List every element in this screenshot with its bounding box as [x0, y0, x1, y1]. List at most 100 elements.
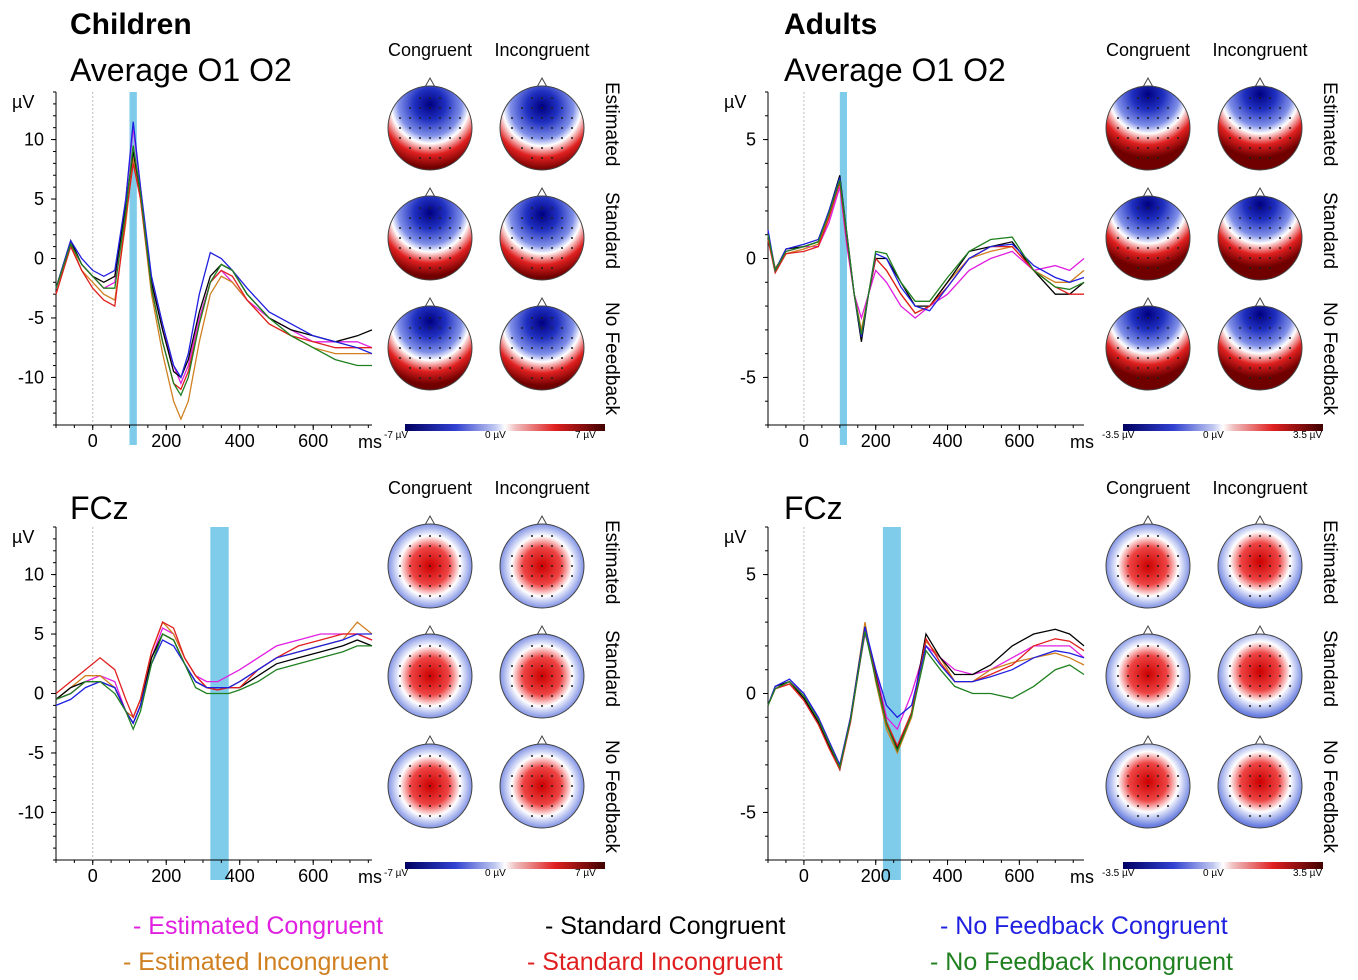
y-tick-label: 10 [24, 130, 44, 150]
electrode-dot [1137, 377, 1139, 379]
electrode-dot [1127, 117, 1129, 119]
electrode-dot [1249, 675, 1251, 677]
electrode-dot [1279, 337, 1281, 339]
electrode-dot [1137, 655, 1139, 657]
erp-chart-children-occipital: 10 5 0 -5 -10 0 200 400 600 µV ms [12, 91, 382, 452]
electrode-dot [1229, 685, 1231, 687]
electrode-dot [419, 785, 421, 787]
electrode-dot [1157, 227, 1159, 229]
electrode-dot [419, 157, 421, 159]
electrode-dot [541, 775, 543, 777]
electrode-dot [1239, 565, 1241, 567]
electrode-dot [429, 655, 431, 657]
electrode-dot [1269, 675, 1271, 677]
electrode-dot [399, 575, 401, 577]
electrode-dot [1157, 267, 1159, 269]
electrode-dot [561, 357, 563, 359]
electrode-dot [1157, 755, 1159, 757]
electrode-dot [1127, 247, 1129, 249]
electrode-dot [1167, 585, 1169, 587]
electrode-dot [541, 815, 543, 817]
electrode-dot [429, 317, 431, 319]
electrode-dot [561, 147, 563, 149]
electrode-dot [1259, 207, 1261, 209]
electrode-dot [1269, 655, 1271, 657]
electrode-dot [1177, 685, 1179, 687]
electrode-dot [459, 555, 461, 557]
electrode-dot [1249, 257, 1251, 259]
electrode-dot [521, 147, 523, 149]
electrode-dot [561, 227, 563, 229]
electrode-dot [1239, 545, 1241, 547]
electrode-dot [1157, 357, 1159, 359]
electrode-dot [1229, 555, 1231, 557]
electrode-dot [1249, 535, 1251, 537]
electrode-dot [1127, 357, 1129, 359]
electrode-dot [1239, 785, 1241, 787]
x-tick-label: 200 [151, 866, 181, 886]
electrode-dot [511, 127, 513, 129]
electrode-dot [571, 357, 573, 359]
electrode-dot [1157, 705, 1159, 707]
series-line-standard-incongruent [767, 629, 1085, 772]
electrode-dot [1229, 237, 1231, 239]
electrode-dot [449, 367, 451, 369]
electrode-dot [1259, 575, 1261, 577]
electrode-dot [1259, 257, 1261, 259]
electrode-dot [561, 107, 563, 109]
electrode-dot [1239, 555, 1241, 557]
electrode-dot [1147, 695, 1149, 697]
electrode-dot [1269, 137, 1271, 139]
electrode-dot [439, 545, 441, 547]
electrode-dot [1229, 347, 1231, 349]
electrode-dot [439, 267, 441, 269]
electrode-dot [1279, 227, 1281, 229]
electrode-dot [1127, 545, 1129, 547]
electrode-dot [449, 785, 451, 787]
electrode-dot [439, 805, 441, 807]
row-label-standard: Standard [601, 192, 622, 269]
electrode-dot [419, 655, 421, 657]
electrode-dot [429, 237, 431, 239]
electrode-dot [439, 665, 441, 667]
electrode-dot [531, 157, 533, 159]
electrode-dot [459, 247, 461, 249]
electrode-dot [1137, 535, 1139, 537]
electrode-dot [1269, 357, 1271, 359]
electrode-dot [1279, 147, 1281, 149]
electrode-dot [1279, 685, 1281, 687]
electrode-dot [429, 665, 431, 667]
head-nose [1254, 76, 1266, 88]
electrode-dot [419, 585, 421, 587]
electrode-dot [571, 675, 573, 677]
electrode-dot [1289, 127, 1291, 129]
electrode-dot [419, 117, 421, 119]
electrode-dot [399, 665, 401, 667]
electrode-dot [1137, 117, 1139, 119]
electrode-dot [1269, 665, 1271, 667]
electrode-dot [1117, 685, 1119, 687]
electrode-dot [541, 705, 543, 707]
electrode-dot [1259, 755, 1261, 757]
electrode-dot [1157, 535, 1159, 537]
electrode-dot [439, 377, 441, 379]
electrode-dot [1147, 147, 1149, 149]
electrode-dot [1229, 247, 1231, 249]
electrode-dot [419, 347, 421, 349]
electrode-dot [1239, 585, 1241, 587]
electrode-dot [561, 685, 563, 687]
electrode-dot [1117, 127, 1119, 129]
electrode-dot [439, 575, 441, 577]
head-nose [1142, 296, 1154, 308]
electrode-dot [1147, 157, 1149, 159]
electrode-dot [409, 257, 411, 259]
electrode-dot [459, 137, 461, 139]
electrode-dot [551, 207, 553, 209]
electrode-dot [1137, 795, 1139, 797]
electrode-dot [1137, 815, 1139, 817]
electrode-dot [561, 137, 563, 139]
electrode-dot [449, 227, 451, 229]
electrode-dot [1137, 645, 1139, 647]
electrode-dot [1127, 367, 1129, 369]
electrode-dot [1177, 575, 1179, 577]
